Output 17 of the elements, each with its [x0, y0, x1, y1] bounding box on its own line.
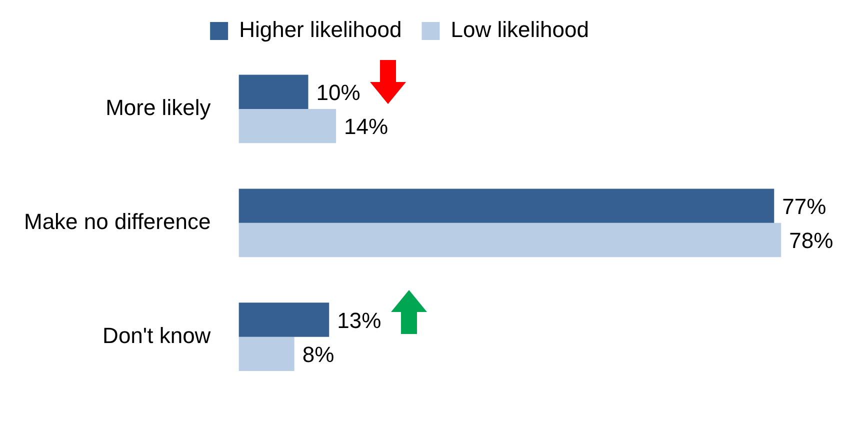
bar [238, 336, 294, 372]
y-tick-label: Make no difference [24, 208, 211, 234]
data-label: 77% [782, 194, 826, 219]
data-label: 8% [302, 342, 334, 367]
y-tick-label: More likely [106, 95, 211, 120]
data-label: 13% [337, 308, 382, 333]
bar [238, 222, 782, 258]
y-tick-label: Don't know [102, 322, 211, 348]
data-label: 14% [344, 114, 388, 140]
bar [238, 108, 336, 144]
bar [238, 188, 774, 223]
data-label: 10% [316, 80, 360, 105]
legend-label: Higher likelihood [239, 17, 402, 42]
bar [238, 74, 308, 109]
legend-label: Low likelihood [450, 17, 589, 42]
data-label: 78% [789, 228, 834, 254]
bar [238, 302, 330, 337]
